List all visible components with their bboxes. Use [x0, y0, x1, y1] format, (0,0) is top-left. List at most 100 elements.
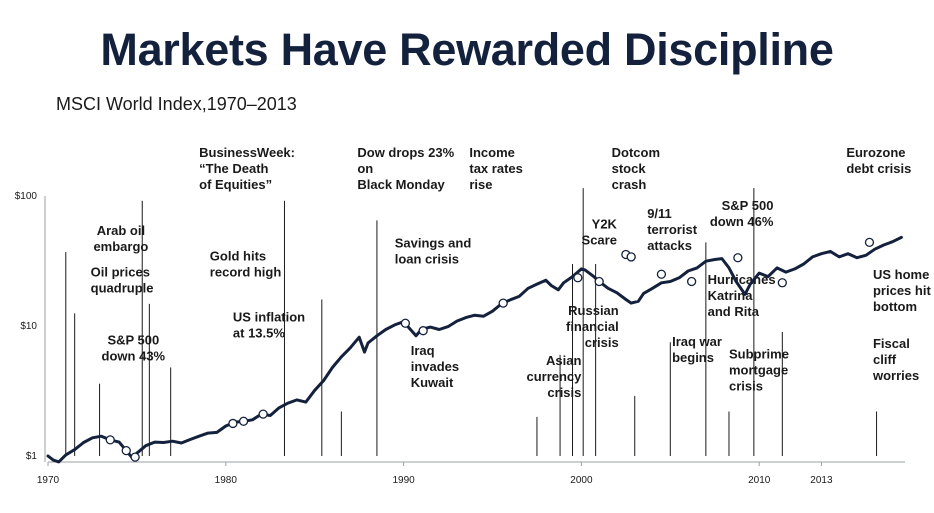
event-label: Hurricanes Katrina and Rita [708, 272, 776, 319]
event-label-line: S&P 500 [722, 198, 774, 213]
event-label-line: US home [873, 267, 929, 282]
event-label-line: Income [469, 145, 515, 160]
event-label-line: crash [612, 177, 647, 192]
y-tick-label: $100 [15, 191, 38, 202]
event-label-line: embargo [93, 239, 148, 254]
event-label-line: Fiscal [873, 336, 910, 351]
x-tick-label: 1970 [37, 475, 60, 486]
event-label-line: Asian [546, 353, 581, 368]
event-label-line: financial [566, 319, 619, 334]
event-label-line: prices hit [873, 283, 931, 298]
event-annotation: Iraq invades Kuwait [340, 343, 459, 456]
marker-group [105, 237, 875, 462]
event-label-line: bottom [873, 299, 917, 314]
event-marker-circle [626, 252, 636, 262]
x-tick-label: 1990 [392, 475, 415, 486]
event-annotation: US home prices hit bottom [781, 267, 931, 456]
event-marker-circle [238, 416, 249, 426]
event-marker-circle [105, 435, 115, 445]
event-label-line: Russian [568, 303, 619, 318]
event-label-line: quadruple [91, 281, 154, 296]
chart-subtitle: MSCI World Index,1970–2013 [56, 94, 297, 114]
event-label: Y2K Scare [582, 217, 618, 248]
event-label: S&P 500 down 43% [102, 333, 166, 364]
event-label-line: US inflation [233, 310, 305, 325]
event-label: Subprime mortgage crisis [729, 347, 789, 394]
event-marker-circle [228, 418, 238, 429]
event-label-line: BusinessWeek: [199, 145, 295, 160]
event-label: Dotcom stock crash [612, 145, 660, 192]
event-label-line: Savings and [395, 236, 472, 251]
event-label-line: Dow drops 23% [357, 145, 454, 160]
event-label-line: Y2K [592, 217, 618, 232]
event-annotation: Fiscal cliff worries [872, 336, 919, 456]
event-label: Income tax rates rise [469, 145, 522, 192]
event-annotation: Subprime mortgage crisis [728, 347, 789, 456]
event-marker-circle [686, 276, 697, 287]
event-label-line: Iraq [411, 343, 435, 358]
event-annotation: Income tax rates rise [376, 145, 523, 456]
event-label-line: at 13.5% [233, 326, 285, 341]
x-tick-label: 2000 [570, 475, 593, 486]
event-label-line: Subprime [729, 347, 789, 362]
event-label: BusinessWeek: “The Death of Equities” [199, 145, 295, 192]
event-label-line: of Equities” [199, 177, 272, 192]
event-annotation: Savings and loan crisis [321, 236, 472, 456]
event-label-line: debt crisis [846, 161, 911, 176]
event-label-line: crisis [729, 379, 763, 394]
event-marker-circle [418, 326, 428, 336]
event-marker-circle [498, 298, 508, 308]
event-label-line: Dotcom [612, 145, 660, 160]
event-label: Iraq war begins [672, 334, 722, 365]
event-label: S&P 500 down 46% [710, 198, 774, 229]
series-group [46, 235, 903, 464]
x-tick-label: 2013 [810, 475, 833, 486]
event-label: Dow drops 23% on Black Monday [357, 145, 454, 192]
event-annotation: 9/11 terrorist attacks [595, 206, 698, 456]
event-annotation: BusinessWeek: “The Death of Equities” [141, 145, 295, 456]
chart-axes: 1970 1980 1990 2000 2010 2013 $1 $10 $100 [15, 191, 905, 486]
event-label-line: worries [872, 368, 919, 383]
page-title: Markets Have Rewarded Discipline [100, 24, 834, 75]
event-label-line: 9/11 [647, 206, 672, 221]
event-label-line: record high [210, 264, 282, 279]
event-annotation: Y2K Scare [572, 217, 618, 456]
event-label-line: loan crisis [395, 252, 459, 267]
event-marker-circle [777, 278, 787, 288]
event-label: Arab oil embargo [93, 223, 148, 254]
event-marker-circle [594, 276, 604, 287]
event-label-line: invades [411, 359, 459, 374]
event-label: 9/11 terrorist attacks [647, 206, 698, 253]
event-label-line: begins [672, 350, 714, 365]
event-label: Asian currency crisis [526, 353, 582, 400]
event-marker-circle [400, 318, 411, 328]
event-annotation: Dow drops 23% on Black Monday [283, 145, 455, 456]
event-label-line: crisis [585, 335, 619, 350]
event-label-line: Arab oil [97, 223, 145, 238]
x-tick-label: 2010 [748, 475, 771, 486]
event-annotation: Arab oil embargo [65, 223, 148, 456]
event-label-line: “The Death [199, 161, 268, 176]
event-marker-circle [656, 269, 667, 279]
event-label-line: Black Monday [357, 177, 445, 192]
event-annotation: Iraq war begins [634, 334, 722, 456]
event-label-line: terrorist [647, 222, 698, 237]
event-marker-circle [733, 253, 743, 263]
event-annotation: Dotcom stock crash [582, 145, 660, 456]
event-annotation: US inflation at 13.5% [170, 310, 305, 456]
event-label: US home prices hit bottom [873, 267, 931, 314]
event-label-line: and Rita [708, 304, 760, 319]
event-label-line: attacks [647, 238, 692, 253]
event-label-line: Eurozone [846, 145, 905, 160]
event-annotation: Asian currency crisis [526, 353, 582, 456]
event-label: Russian financial crisis [566, 303, 619, 350]
event-label-line: rise [469, 177, 492, 192]
event-label-line: mortgage [729, 363, 788, 378]
event-label-line: Scare [582, 233, 617, 248]
event-label: Iraq invades Kuwait [411, 343, 459, 390]
event-label: Eurozone debt crisis [846, 145, 911, 176]
event-annotation: Gold hits record high [148, 248, 282, 456]
event-label-line: on [357, 161, 373, 176]
event-label-line: Kuwait [411, 375, 454, 390]
